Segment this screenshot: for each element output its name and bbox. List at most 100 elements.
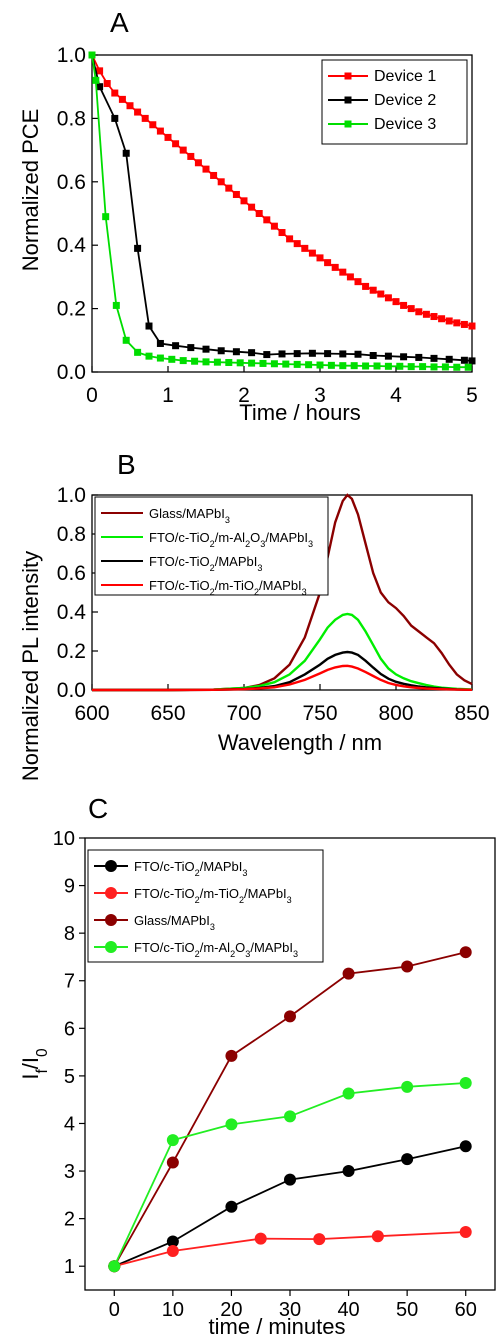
- data-point: [134, 244, 142, 252]
- data-point: [108, 1260, 121, 1273]
- data-point: [255, 210, 263, 217]
- data-point: [225, 184, 233, 192]
- data-point: [468, 322, 476, 330]
- data-point: [213, 358, 221, 366]
- legend-label: FTO/c-TiO2/MAPbI3: [134, 859, 247, 878]
- series-line: [92, 493, 473, 692]
- y-tick-label: 3: [64, 1161, 75, 1183]
- series-line: [113, 951, 466, 1267]
- panel-a-x-axis-title: Time / hours: [239, 400, 360, 425]
- y-tick-label: 1.0: [57, 44, 86, 67]
- panel-c-y-axis-title: If/I0: [18, 1048, 51, 1079]
- data-point: [232, 190, 240, 198]
- data-point: [254, 1232, 267, 1245]
- data-point: [459, 1077, 472, 1090]
- y-tick-label: 6: [64, 1018, 75, 1040]
- data-point: [92, 76, 100, 84]
- legend-marker: [105, 887, 117, 899]
- x-tick-label: 2: [238, 384, 250, 407]
- legend-marker: [105, 914, 117, 926]
- data-point: [392, 298, 400, 306]
- data-point: [236, 359, 244, 367]
- data-point: [284, 1110, 296, 1123]
- data-point: [305, 361, 313, 369]
- y-tick-label: 0.4: [57, 234, 87, 257]
- data-point: [407, 363, 415, 371]
- data-point: [156, 354, 164, 362]
- data-point: [407, 305, 415, 313]
- data-point: [141, 114, 149, 122]
- data-point: [401, 1153, 414, 1166]
- x-tick-label: 10: [162, 1299, 184, 1321]
- data-point: [373, 362, 381, 370]
- data-point: [225, 1200, 238, 1213]
- data-point: [350, 362, 358, 370]
- data-point: [346, 273, 354, 281]
- data-point: [441, 363, 449, 371]
- data-point: [166, 1156, 179, 1169]
- y-tick-label: 1.0: [57, 484, 86, 507]
- data-point: [179, 357, 187, 365]
- series-line: [114, 1231, 466, 1268]
- data-point: [445, 355, 453, 363]
- data-point: [453, 363, 461, 371]
- x-tick-label: 5: [466, 384, 478, 407]
- data-point: [396, 362, 404, 370]
- plot-frame: [91, 494, 473, 691]
- data-point: [164, 133, 172, 141]
- data-point: [384, 352, 392, 360]
- data-point: [453, 319, 461, 327]
- data-point: [377, 290, 385, 298]
- y-tick-label: 10: [53, 828, 75, 850]
- panel-b-x-axis-title: Wavelength / nm: [218, 730, 382, 755]
- data-point: [96, 83, 104, 91]
- data-point: [263, 351, 271, 359]
- data-point: [400, 353, 408, 361]
- panel-b-y-axis-title: Normalized PL intensity: [18, 551, 43, 781]
- data-point: [316, 361, 324, 369]
- data-point: [194, 159, 202, 167]
- panel-c: C time / minutes 0 10 20 30 40 50 60 1 2 3 4 5 6 7 8 9 1…: [18, 793, 496, 1339]
- data-point: [248, 359, 256, 367]
- legend: Glass/MAPbI3 FTO/c-TiO2/m-Al2O3/MAPbI3 FTO…: [94, 496, 329, 597]
- data-point: [202, 345, 210, 353]
- series-4: [92, 664, 473, 692]
- y-tick-label: 0.6: [57, 562, 86, 585]
- data-point: [308, 349, 316, 357]
- y-tick-label: 0.2: [57, 640, 86, 663]
- series-2: [108, 1225, 472, 1273]
- y-tick-label: 0.8: [57, 523, 86, 546]
- legend-label: Device 2: [374, 92, 436, 109]
- panel-b: B Wavelength / nm Normalized PL intensit…: [18, 449, 490, 781]
- legend-marker: [344, 120, 352, 128]
- data-point: [248, 349, 256, 357]
- data-point: [179, 146, 187, 154]
- data-point: [362, 362, 370, 370]
- legend-label: FTO/c-TiO2/m-Al2O3/MAPbI3: [134, 940, 298, 959]
- data-point: [270, 360, 278, 368]
- legend-label: Glass/MAPbI3: [149, 506, 230, 525]
- data-point: [240, 197, 248, 205]
- data-point: [191, 357, 199, 365]
- data-point: [342, 1165, 355, 1178]
- y-tick-label: 1: [64, 1256, 75, 1278]
- data-point: [166, 1134, 179, 1147]
- data-point: [111, 114, 119, 122]
- data-point: [384, 362, 392, 370]
- panel-a-y-axis-title: Normalized PCE: [18, 109, 43, 272]
- data-point: [102, 213, 110, 221]
- y-tick-label: 0.8: [57, 107, 86, 130]
- data-point: [401, 960, 414, 973]
- x-tick-label: 60: [455, 1299, 477, 1321]
- data-point: [438, 315, 446, 323]
- data-point: [308, 249, 316, 257]
- y-tick-label: 7: [64, 971, 75, 993]
- data-point: [187, 344, 195, 352]
- data-point: [293, 350, 301, 358]
- data-point: [225, 1118, 238, 1131]
- legend: Device 1 Device 2 Device 3: [321, 59, 468, 145]
- y-tick-label: 9: [64, 876, 75, 898]
- legend-label: FTO/c-TiO2/MAPbI3: [149, 554, 262, 573]
- series-3: [88, 51, 472, 371]
- data-point: [445, 317, 453, 325]
